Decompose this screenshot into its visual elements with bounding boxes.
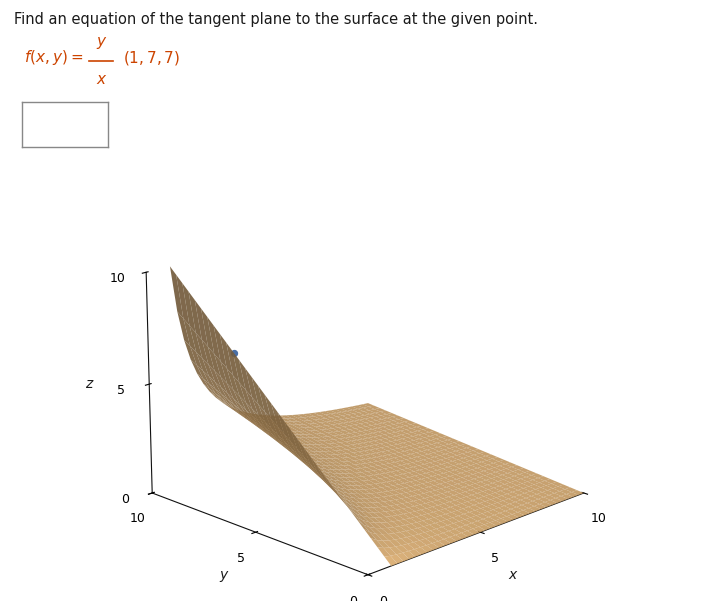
Text: $(1, 7, 7)$: $(1, 7, 7)$ [123,49,181,67]
Text: $f(x, y) =$: $f(x, y) =$ [24,48,83,67]
Text: Find an equation of the tangent plane to the surface at the given point.: Find an equation of the tangent plane to… [14,12,539,27]
X-axis label: x: x [508,568,517,582]
Text: $y$: $y$ [95,35,107,51]
Text: $x$: $x$ [95,72,107,87]
Y-axis label: y: y [219,568,228,582]
